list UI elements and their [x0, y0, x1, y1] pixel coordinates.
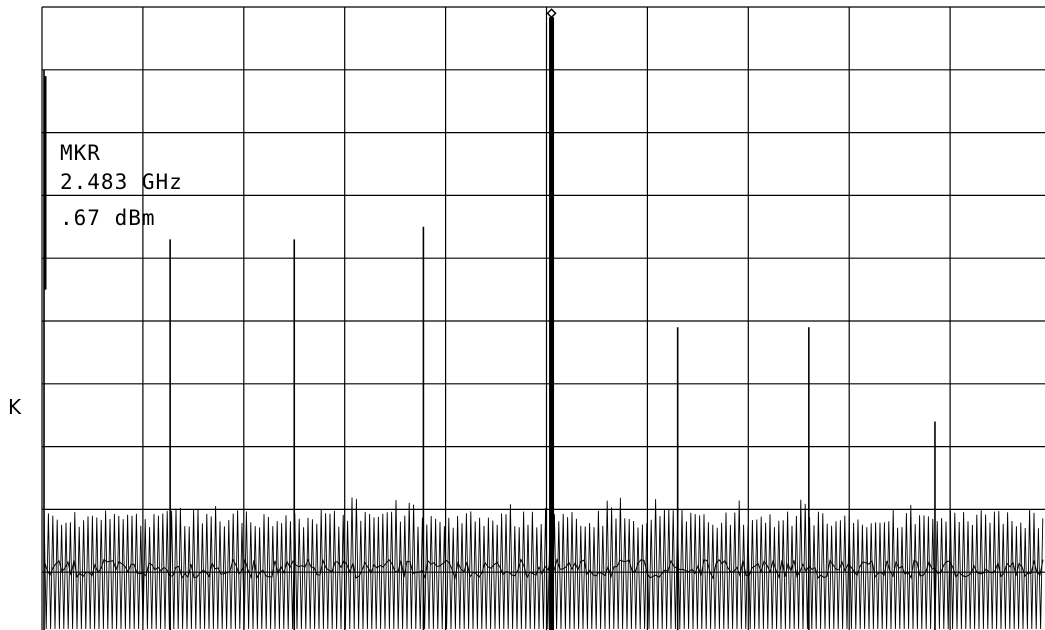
marker-diamond [546, 8, 557, 19]
marker-peak [546, 8, 557, 630]
marker-amplitude: .67 dBm [60, 206, 156, 230]
marker-readout: MKR 2.483 GHz .67 dBm [60, 141, 183, 230]
noise-floor [43, 497, 1044, 630]
graticule [41, 6, 1045, 630]
side-label: K [8, 395, 22, 419]
marker-frequency: 2.483 GHz [60, 170, 183, 194]
spectrum-trace [43, 497, 1044, 630]
marker-label: MKR [60, 141, 101, 165]
noise-floor-mid [43, 557, 1044, 580]
spur-lines [43, 69, 936, 630]
